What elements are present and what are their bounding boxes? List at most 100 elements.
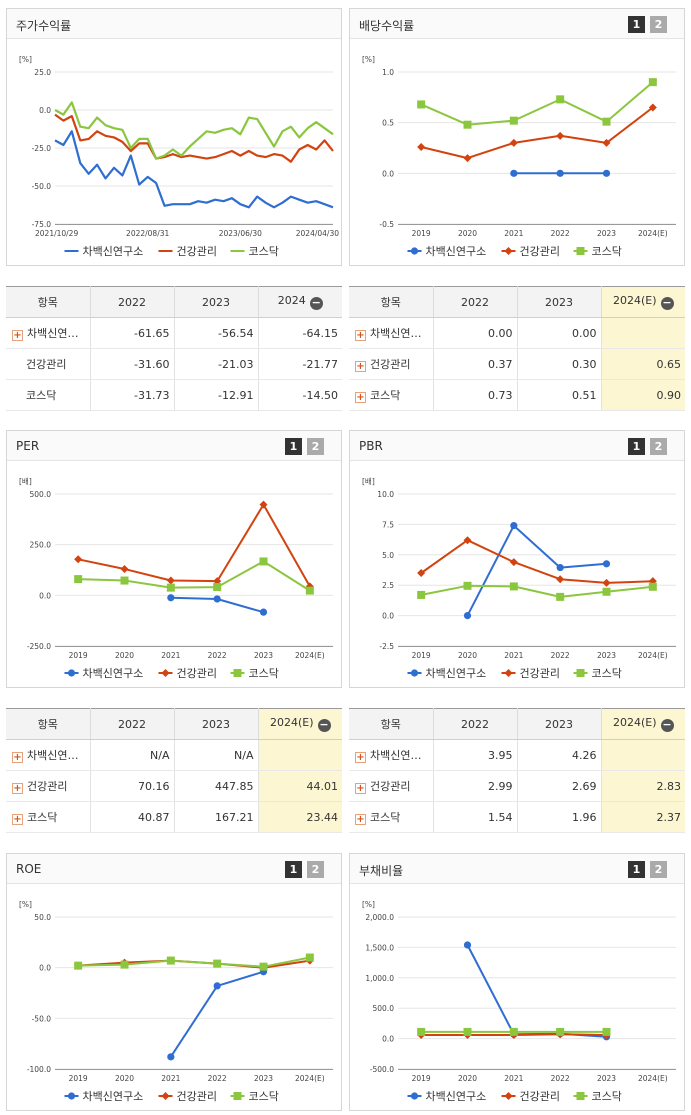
- data-point[interactable]: [166, 576, 175, 585]
- data-point[interactable]: [259, 557, 268, 566]
- collapse-icon[interactable]: −: [660, 296, 674, 310]
- data-point[interactable]: [556, 592, 565, 601]
- data-point[interactable]: [463, 154, 472, 163]
- legend-item[interactable]: 차백신연구소: [64, 667, 144, 680]
- legend-item[interactable]: 차백신연구소: [64, 1090, 144, 1103]
- expand-icon[interactable]: +: [355, 814, 366, 825]
- legend-item[interactable]: 건강관리: [501, 245, 560, 258]
- expand-icon[interactable]: +: [355, 330, 366, 341]
- data-point[interactable]: [166, 583, 175, 592]
- data-point[interactable]: [510, 169, 518, 177]
- data-point[interactable]: [120, 564, 129, 573]
- data-point[interactable]: [556, 1027, 565, 1036]
- legend-marker[interactable]: [410, 1092, 419, 1100]
- chart-view-2-button[interactable]: 2: [650, 438, 667, 455]
- legend-marker[interactable]: [233, 669, 242, 677]
- expand-icon[interactable]: +: [355, 752, 366, 763]
- legend-item[interactable]: 건강관리: [501, 667, 560, 680]
- data-point[interactable]: [463, 536, 472, 545]
- legend-item[interactable]: 코스닥: [573, 1090, 622, 1103]
- data-point[interactable]: [463, 1027, 472, 1036]
- data-point[interactable]: [463, 120, 472, 129]
- data-point[interactable]: [509, 1027, 518, 1036]
- data-point[interactable]: [74, 575, 83, 584]
- data-point[interactable]: [120, 960, 129, 969]
- row-name-cell[interactable]: + 건강관리: [349, 348, 433, 380]
- data-point[interactable]: [602, 560, 611, 568]
- legend-item[interactable]: 차백신연구소: [407, 245, 487, 258]
- legend-item[interactable]: 차백신연구소: [407, 667, 487, 680]
- data-point[interactable]: [463, 941, 472, 949]
- legend-item[interactable]: 건강관리: [158, 1090, 217, 1103]
- legend-marker[interactable]: [67, 1092, 76, 1100]
- collapse-icon[interactable]: −: [309, 296, 323, 310]
- data-point[interactable]: [556, 131, 565, 140]
- data-point[interactable]: [509, 558, 518, 567]
- row-name-cell[interactable]: + 차백신연…: [349, 317, 433, 349]
- data-point[interactable]: [305, 586, 314, 595]
- chart-view-1-button[interactable]: 1: [628, 861, 645, 878]
- data-point[interactable]: [602, 587, 611, 596]
- data-point[interactable]: [120, 576, 129, 585]
- legend-marker[interactable]: [410, 247, 419, 255]
- data-point[interactable]: [648, 103, 657, 112]
- data-point[interactable]: [556, 169, 564, 177]
- expand-icon[interactable]: +: [355, 361, 366, 372]
- data-point[interactable]: [602, 578, 611, 587]
- data-point[interactable]: [648, 78, 657, 87]
- legend-marker[interactable]: [161, 669, 170, 677]
- data-point[interactable]: [213, 959, 222, 968]
- data-point[interactable]: [556, 575, 565, 584]
- legend-item[interactable]: 건강관리: [158, 667, 217, 680]
- legend-marker[interactable]: [576, 247, 585, 255]
- chart-view-2-button[interactable]: 2: [650, 16, 667, 33]
- legend-item[interactable]: 건강관리: [158, 245, 217, 258]
- data-point[interactable]: [463, 581, 472, 590]
- expand-icon[interactable]: +: [355, 392, 366, 403]
- legend-marker[interactable]: [504, 669, 513, 677]
- chart-view-2-button[interactable]: 2: [650, 861, 667, 878]
- data-point[interactable]: [259, 962, 268, 971]
- legend-marker[interactable]: [504, 1092, 513, 1100]
- data-point[interactable]: [417, 100, 426, 109]
- data-point[interactable]: [166, 956, 175, 965]
- data-point[interactable]: [556, 95, 565, 104]
- row-name-cell[interactable]: + 코스닥: [349, 801, 433, 833]
- row-name-cell[interactable]: + 차백신연…: [349, 739, 433, 771]
- expand-icon[interactable]: +: [12, 783, 23, 794]
- data-point[interactable]: [417, 1027, 426, 1036]
- legend-marker[interactable]: [504, 247, 513, 255]
- data-point[interactable]: [167, 594, 175, 602]
- data-point[interactable]: [259, 500, 268, 509]
- chart-view-1-button[interactable]: 1: [285, 438, 302, 455]
- data-point[interactable]: [648, 582, 657, 591]
- expand-icon[interactable]: +: [12, 330, 23, 341]
- chart-view-1-button[interactable]: 1: [285, 861, 302, 878]
- data-point[interactable]: [305, 953, 314, 962]
- expand-icon[interactable]: +: [355, 783, 366, 794]
- data-point[interactable]: [74, 961, 83, 970]
- expand-icon[interactable]: +: [12, 814, 23, 825]
- legend-item[interactable]: 코스닥: [573, 245, 622, 258]
- data-point[interactable]: [509, 582, 518, 591]
- data-point[interactable]: [167, 1053, 175, 1061]
- legend-marker[interactable]: [161, 1092, 170, 1100]
- legend-item[interactable]: 건강관리: [501, 1090, 560, 1103]
- legend-item[interactable]: 코스닥: [230, 1090, 279, 1103]
- data-point[interactable]: [509, 116, 518, 125]
- row-name-cell[interactable]: + 차백신연…: [6, 739, 90, 771]
- collapse-icon[interactable]: −: [660, 718, 674, 732]
- data-point[interactable]: [417, 569, 426, 578]
- legend-item[interactable]: 코스닥: [230, 245, 279, 258]
- legend-marker[interactable]: [410, 669, 419, 677]
- legend-marker[interactable]: [67, 669, 76, 677]
- data-point[interactable]: [213, 595, 221, 603]
- data-point[interactable]: [74, 555, 83, 564]
- row-name-cell[interactable]: + 코스닥: [349, 379, 433, 411]
- data-point[interactable]: [417, 590, 426, 599]
- data-point[interactable]: [602, 169, 611, 177]
- data-point[interactable]: [602, 117, 611, 126]
- data-point[interactable]: [213, 577, 222, 586]
- data-point[interactable]: [510, 522, 518, 530]
- chart-view-1-button[interactable]: 1: [628, 16, 645, 33]
